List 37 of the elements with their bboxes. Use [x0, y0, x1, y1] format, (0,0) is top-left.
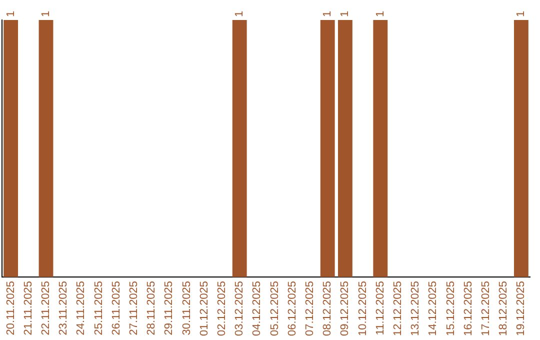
x-tick-label: 25.11.2025: [92, 280, 105, 336]
x-tick-label: 18.12.2025: [498, 280, 510, 336]
x-tick-label: 11.12.2025: [374, 280, 386, 336]
data-label: 1: [40, 10, 52, 17]
x-tick-label: 27.11.2025: [128, 280, 140, 336]
x-tick-label: 28.11.2025: [146, 280, 158, 336]
x-tick-label: 13.12.2025: [410, 280, 422, 336]
x-tick-label: 26.11.2025: [110, 280, 122, 336]
x-tick-label: 14.12.2025: [427, 280, 440, 336]
x-tick-label: 30.11.2025: [180, 280, 193, 336]
x-tick-label: 22.11.2025: [40, 280, 52, 336]
x-tick-label: 09.12.2025: [339, 280, 352, 336]
x-tick-label: 23.11.2025: [58, 280, 70, 336]
x-tick-label: 12.12.2025: [392, 280, 404, 336]
x-tick-label: 24.11.2025: [75, 280, 88, 336]
x-tick-label: 08.12.2025: [322, 280, 334, 336]
data-label: 1: [234, 10, 246, 17]
x-tick-label: 03.12.2025: [234, 280, 246, 336]
x-tick-label: 21.11.2025: [22, 280, 34, 336]
x-tick-label: 15.12.2025: [444, 280, 457, 336]
x-tick-label: 29.11.2025: [163, 280, 176, 336]
x-tick-label: 04.12.2025: [251, 280, 264, 336]
data-label: 1: [322, 10, 334, 17]
x-tick-label: 20.11.2025: [4, 280, 17, 336]
x-tick-label: 02.12.2025: [216, 280, 228, 336]
x-tick-label: 10.12.2025: [356, 280, 369, 336]
x-tick-label: 16.12.2025: [462, 280, 474, 336]
x-tick-label: 05.12.2025: [268, 280, 281, 336]
x-tick-label: 17.12.2025: [480, 280, 492, 336]
data-label: 1: [515, 10, 528, 17]
data-label: 1: [374, 10, 386, 17]
data-label: 1: [339, 10, 352, 17]
x-tick-label: 01.12.2025: [198, 280, 210, 336]
x-tick-label: 19.12.2025: [515, 280, 528, 336]
x-tick-label: 07.12.2025: [304, 280, 316, 336]
data-label: 1: [4, 10, 17, 17]
x-tick-label: 06.12.2025: [286, 280, 298, 336]
